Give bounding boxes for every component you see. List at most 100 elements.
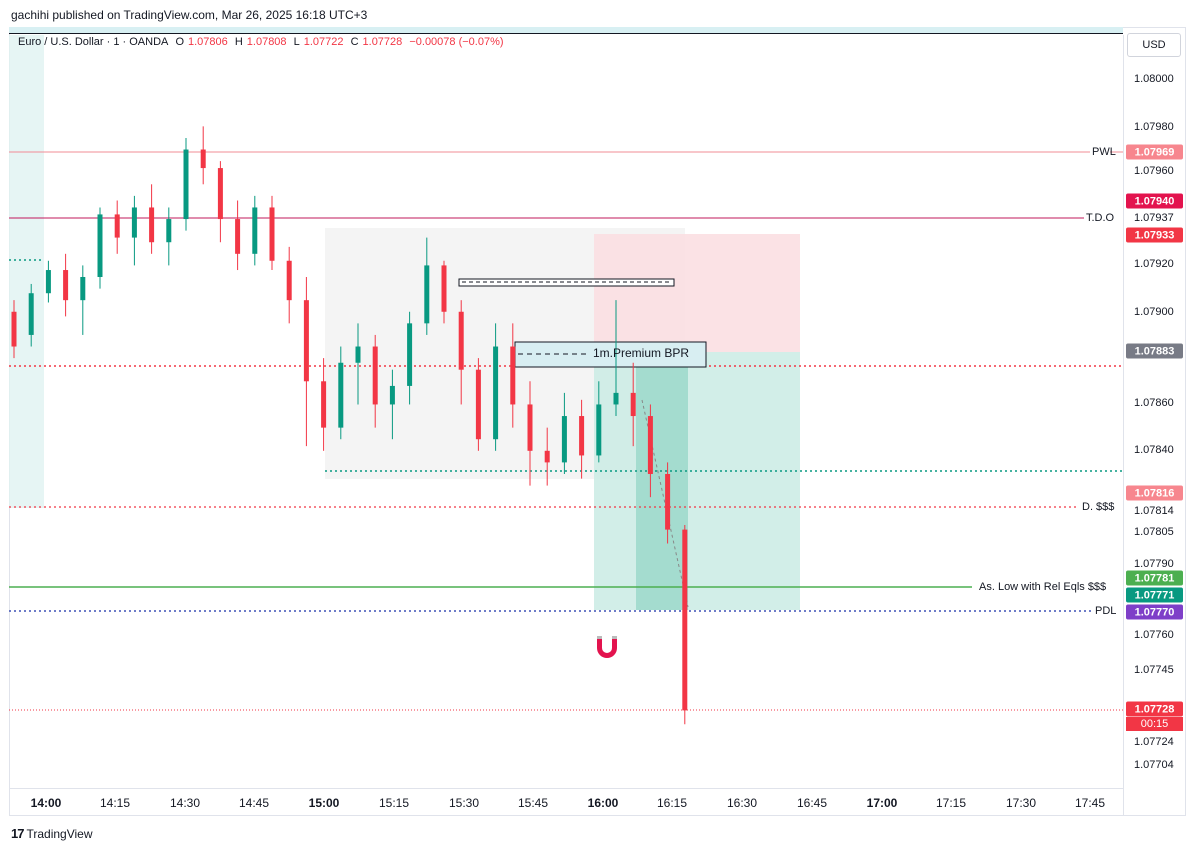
candle-body <box>28 293 34 335</box>
projection-line <box>641 399 689 608</box>
tdo-label: T.D.O <box>1086 212 1115 224</box>
d-sss-price-badge: 1.07816 <box>1126 485 1183 501</box>
candle-body <box>166 219 172 243</box>
position-target-zone <box>594 352 800 610</box>
symbol-name[interactable]: Euro / U.S. Dollar · 1 · OANDA <box>18 36 169 48</box>
footer-brand[interactable]: TradingView <box>26 826 93 841</box>
time-tick: 15:30 <box>448 796 480 810</box>
price-tick: 1.07960 <box>1134 165 1174 177</box>
pdl-price-badge: 1.07770 <box>1126 604 1183 620</box>
candle-body <box>544 450 550 463</box>
candle-body <box>11 311 17 347</box>
symbol-legend[interactable]: Euro / U.S. Dollar · 1 · OANDA O 1.07806 … <box>18 36 504 48</box>
pwl-price-badge: 1.07969 <box>1126 144 1183 160</box>
price-tick: 1.07920 <box>1134 258 1174 270</box>
time-axis[interactable]: 14:00 14:15 14:30 14:45 15:00 15:15 15:3… <box>9 788 1123 815</box>
d-sss-label: D. $$$ <box>1082 501 1115 513</box>
candle-body <box>475 369 481 440</box>
candle-body <box>665 473 671 530</box>
currency-button[interactable]: USD <box>1127 33 1181 57</box>
candle-body <box>45 270 51 294</box>
candle-body <box>114 214 120 238</box>
candle-body <box>630 392 636 417</box>
price-tick: 1.07745 <box>1134 664 1174 676</box>
candle-body <box>372 346 378 405</box>
time-tick: 14:00 <box>30 796 62 810</box>
footer[interactable]: 17 TradingView <box>11 826 93 841</box>
time-tick: 14:15 <box>99 796 131 810</box>
time-tick: 17:30 <box>1005 796 1037 810</box>
low-value: 1.07722 <box>303 36 344 48</box>
candle-body <box>493 346 499 440</box>
price-tick: 1.07814 <box>1134 505 1174 517</box>
price-tick: 1.07980 <box>1134 121 1174 133</box>
candle-body <box>682 529 688 711</box>
close-value: 1.07728 <box>362 36 403 48</box>
time-tick: 15:45 <box>517 796 549 810</box>
high-value: 1.07808 <box>246 36 287 48</box>
candle-body <box>252 207 258 254</box>
time-tick: 16:45 <box>796 796 828 810</box>
position-stop-zone <box>594 234 800 352</box>
candle-body <box>217 168 223 220</box>
candles-group <box>11 126 688 725</box>
bar-countdown: 00:15 <box>1126 717 1183 731</box>
last-price-badge: 1.07728 <box>1126 701 1183 717</box>
price-tick: 1.07805 <box>1134 526 1174 538</box>
price-tick: 1.07900 <box>1134 306 1174 318</box>
candle-body <box>235 219 241 254</box>
time-tick: 14:45 <box>238 796 270 810</box>
candle-body <box>200 149 206 169</box>
candle-body <box>303 300 309 382</box>
change-value: −0.00078 (−0.07%) <box>409 36 504 48</box>
candle-body <box>389 385 395 405</box>
price-tick: 1.08000 <box>1134 73 1174 85</box>
pdl-label: PDL <box>1095 605 1117 617</box>
candle-body <box>286 260 292 301</box>
time-tick: 16:15 <box>656 796 688 810</box>
candle-body <box>131 207 137 238</box>
price-tick: 1.07724 <box>1134 736 1174 748</box>
upper-rect <box>458 278 675 287</box>
candle-body <box>613 392 619 405</box>
session-highlight <box>9 35 44 508</box>
price-tick: 1.07860 <box>1134 397 1174 409</box>
candle-body <box>355 346 361 363</box>
candle-body <box>149 207 155 243</box>
candle-body <box>63 270 69 301</box>
publisher-line: gachihi published on TradingView.com, Ma… <box>11 8 368 22</box>
open-value: 1.07806 <box>188 36 228 48</box>
bpr-label: 1m.Premium BPR <box>593 346 690 360</box>
price-tick: 1.07840 <box>1134 444 1174 456</box>
time-tick: 17:00 <box>866 796 898 810</box>
price-tick: 1.07937 <box>1134 212 1174 224</box>
tradingview-logo-icon[interactable]: 17 <box>11 826 25 841</box>
time-tick: 14:30 <box>169 796 201 810</box>
candle-body <box>97 214 103 277</box>
candle-body <box>596 404 602 456</box>
candle-body <box>561 416 567 463</box>
time-tick: 17:45 <box>1074 796 1106 810</box>
as-low-label: As. Low with Rel Eqls $$$ <box>979 581 1107 593</box>
candle-body <box>527 404 533 451</box>
price-tick: 1.07704 <box>1134 759 1174 771</box>
price-tick: 1.07760 <box>1134 629 1174 641</box>
time-tick: 16:30 <box>726 796 758 810</box>
price-tick: 1.07790 <box>1134 558 1174 570</box>
candle-body <box>510 346 516 405</box>
entry-price-badge: 1.07883 <box>1126 343 1183 359</box>
candle-body <box>441 265 447 312</box>
candle-body <box>407 323 413 386</box>
candle-body <box>579 416 585 456</box>
time-tick: 16:00 <box>587 796 619 810</box>
stop-price-badge: 1.07933 <box>1126 227 1183 243</box>
candle-body <box>647 416 653 474</box>
price-axis[interactable]: 1.08000 1.07980 1.07960 1.07937 1.07920 … <box>1123 35 1186 815</box>
time-tick: 17:15 <box>935 796 967 810</box>
candle-body <box>338 362 344 428</box>
magnet-icon <box>597 636 617 658</box>
time-tick: 15:15 <box>378 796 410 810</box>
candle-body <box>80 276 86 301</box>
candle-body <box>458 311 464 370</box>
